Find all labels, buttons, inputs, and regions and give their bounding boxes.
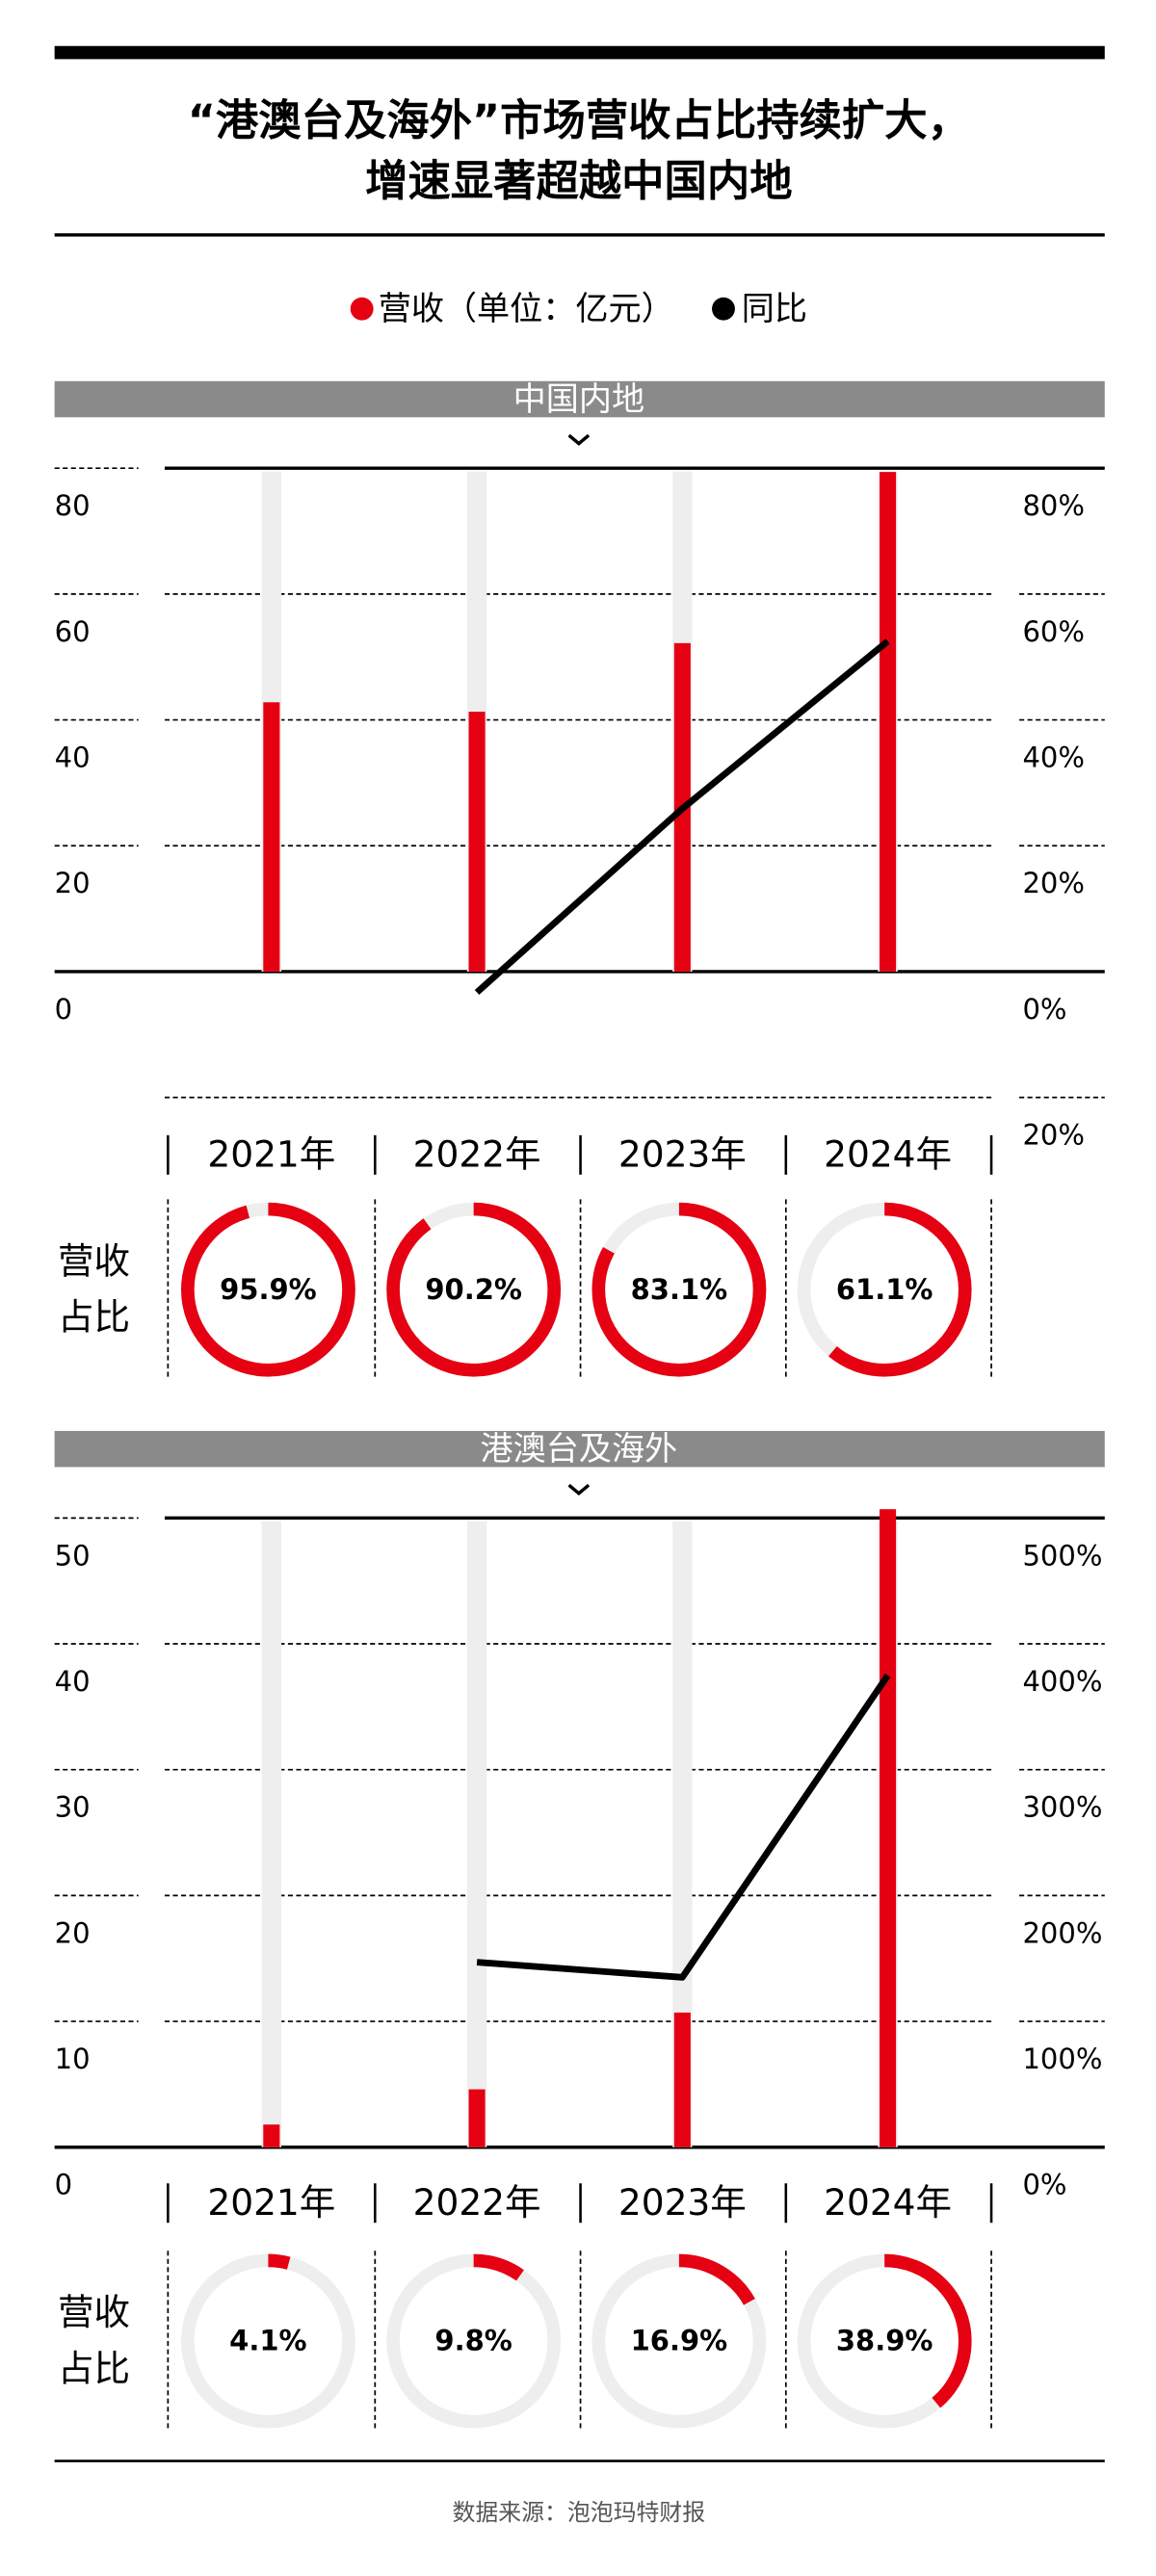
legend-label: 同比 xyxy=(742,290,807,328)
bar xyxy=(263,702,280,972)
chevron xyxy=(567,1483,591,1496)
donut-label: 9.8% xyxy=(434,2325,512,2357)
y2-tick-label: 0% xyxy=(1022,2169,1066,2201)
x-tick-label: 2021年 xyxy=(207,1133,335,1176)
donut-arc xyxy=(797,1202,972,1377)
section-title: 港澳台及海外 xyxy=(481,1430,678,1469)
x-tick-label: 2022年 xyxy=(413,1133,541,1176)
bar xyxy=(880,472,897,972)
x-tick-label: 2022年 xyxy=(413,2181,541,2224)
bar xyxy=(673,2012,691,2147)
y2-tick-label: 100% xyxy=(1022,2043,1102,2075)
donut-label: 4.1% xyxy=(229,2325,306,2357)
section-header xyxy=(54,380,1105,418)
donut-label: 38.9% xyxy=(836,2325,933,2357)
share-title: 占比 xyxy=(58,2347,130,2389)
bar-track xyxy=(672,1521,693,2147)
y2-tick-label: 300% xyxy=(1022,1791,1102,1824)
y2-tick-label: 0% xyxy=(1022,993,1066,1026)
y-tick-label: 0 xyxy=(55,2169,72,2201)
y2-tick-label: 500% xyxy=(1022,1539,1102,1572)
y-tick-label: 60 xyxy=(55,615,91,648)
donut-label: 16.9% xyxy=(631,2325,728,2357)
donut-label: 95.9% xyxy=(220,1273,317,1306)
y-tick-label: 20 xyxy=(55,1916,91,1949)
legend-marker xyxy=(712,297,735,321)
y2-tick-label: 80% xyxy=(1022,489,1084,522)
y-tick-label: 10 xyxy=(55,2043,91,2075)
bar-track xyxy=(466,1521,487,2147)
share-title: 营收 xyxy=(58,2291,130,2333)
donut-label: 90.2% xyxy=(425,1273,522,1306)
bar xyxy=(468,712,486,972)
chevron xyxy=(567,433,591,446)
y2-tick-label: 20% xyxy=(1022,1119,1084,1152)
donut-arc xyxy=(181,1202,355,1377)
legend-label: 营收（单位：亿元） xyxy=(379,290,674,328)
donut-label: 83.1% xyxy=(631,1273,728,1306)
x-tick-label: 2021年 xyxy=(207,2181,335,2224)
share-title: 占比 xyxy=(58,1295,130,1338)
section-header xyxy=(54,1430,1105,1468)
y-tick-label: 40 xyxy=(55,1665,91,1698)
y2-tick-label: 400% xyxy=(1022,1665,1102,1698)
donut-arc xyxy=(386,2253,562,2429)
source: 数据来源：泡泡玛特财报 xyxy=(453,2499,706,2526)
title-line: 增速显著超越中国内地 xyxy=(365,157,792,206)
y2-tick-label: 40% xyxy=(1022,742,1084,774)
legend-marker xyxy=(350,297,374,321)
x-tick-label: 2024年 xyxy=(824,2181,952,2224)
y-tick-label: 50 xyxy=(55,1539,91,1572)
donut-arc xyxy=(181,2253,355,2429)
line xyxy=(474,638,890,996)
y2-tick-label: 200% xyxy=(1022,1916,1102,1949)
section-title: 中国内地 xyxy=(513,380,644,419)
top-bar xyxy=(54,45,1105,60)
line xyxy=(476,1673,891,1981)
share-title: 营收 xyxy=(58,1239,130,1282)
title-line: “港澳台及海外”市场营收占比持续扩大， xyxy=(188,96,970,145)
x-tick-label: 2024年 xyxy=(824,1133,952,1176)
bar xyxy=(263,2124,280,2147)
bar xyxy=(468,2089,486,2147)
x-tick-label: 2023年 xyxy=(618,2181,747,2224)
y-tick-label: 30 xyxy=(55,1791,91,1824)
bar-track xyxy=(261,1521,282,2147)
donut-arc xyxy=(591,2253,767,2429)
y-tick-label: 40 xyxy=(55,742,91,774)
donut-label: 61.1% xyxy=(836,1273,933,1306)
y-tick-label: 0 xyxy=(55,993,72,1026)
donut-arc xyxy=(386,1202,562,1377)
donut-arc xyxy=(797,2253,972,2429)
y2-tick-label: 20% xyxy=(1022,867,1084,899)
y2-tick-label: 60% xyxy=(1022,615,1084,648)
y-tick-label: 20 xyxy=(55,867,91,899)
x-tick-label: 2023年 xyxy=(618,1133,747,1176)
donut-arc xyxy=(591,1202,767,1377)
y-tick-label: 80 xyxy=(55,489,91,522)
bar xyxy=(880,1509,897,2147)
